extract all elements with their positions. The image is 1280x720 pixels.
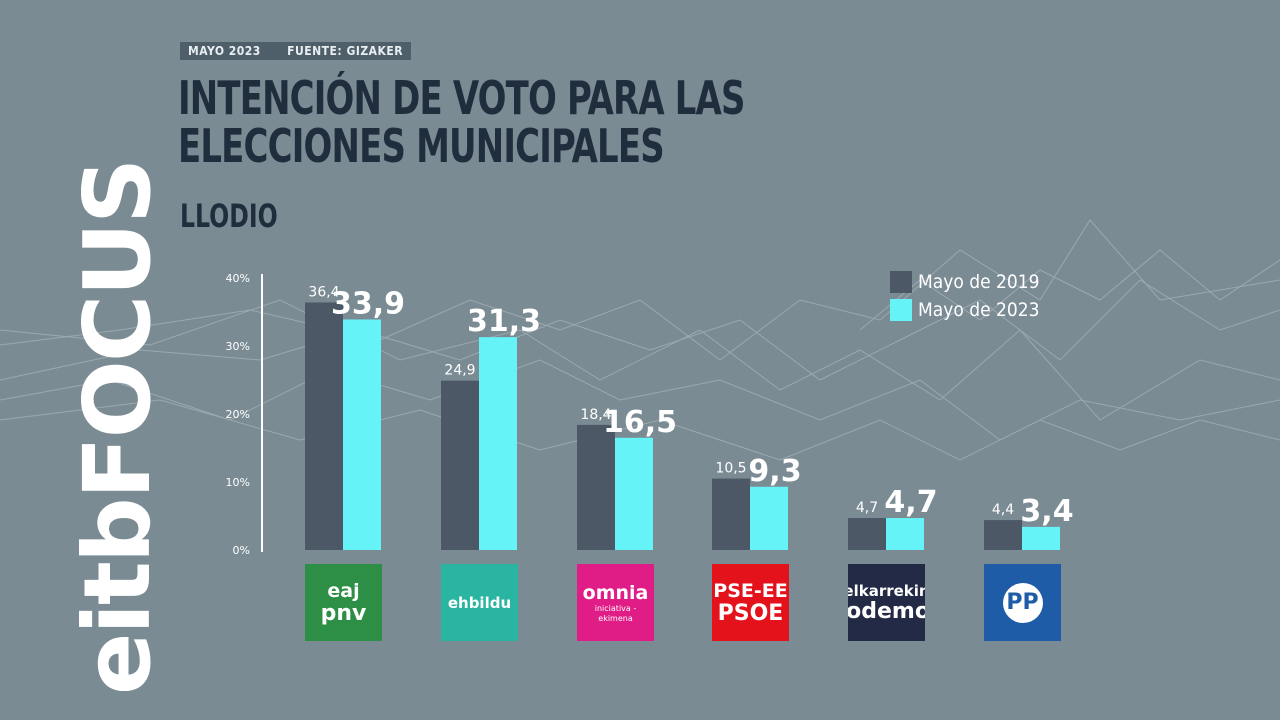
bar-2023 [1022,526,1060,550]
y-tick-label: 10% [226,476,250,489]
value-label-2019: 18,4 [580,407,611,423]
legend: Mayo de 2019 Mayo de 2023 [890,268,1040,324]
pp-logo-mark: PP [1002,582,1043,623]
party-logo-text: elkarrekin [848,581,925,600]
y-tick-label: 30% [226,340,250,353]
bar-2019 [984,520,1022,550]
bar-2023 [479,337,517,550]
bar-2023 [750,486,788,550]
party-logo-text: pnv [320,600,367,626]
party-logo-text: ehbildu [447,593,512,612]
value-label-2019: 4,7 [856,500,878,516]
y-tick-label: 20% [226,408,250,421]
legend-swatch-2019 [890,271,912,293]
header-tag: MAYO 2023 FUENTE: GIZAKER [180,42,412,60]
legend-label-2019: Mayo de 2019 [918,271,1040,293]
party-logo: PSE-EE PSOE [712,564,789,641]
value-label-2023: 33,9 [331,286,405,321]
bar-2023 [886,518,924,550]
page-subtitle: LLODIO [180,197,278,235]
bar-value-labels: 36,433,9 24,9 31,3 18,416,5 10,5 9,3 4,7 4,7 4,4… [308,284,1073,528]
y-axis: 0% 10% 20% 30% 40% [226,272,263,557]
value-label-2019: 4,4 [992,502,1014,518]
y-tick-label: 0% [233,544,250,557]
party-logo-text: eaj [327,579,360,602]
value-label-2023: 31,3 [467,304,541,339]
legend-label-2023: Mayo de 2023 [918,299,1040,321]
source-label: FUENTE: GIZAKER [287,44,404,58]
value-label-2023: 16,5 [603,405,677,440]
y-tick-label: 40% [226,272,250,285]
legend-swatch-2023 [890,299,912,321]
date-label: MAYO 2023 [188,44,261,58]
party-logo-text: PSE-EE [713,579,788,602]
legend-item-2023: Mayo de 2023 [890,296,1040,324]
party-logo-text: Podemos [848,598,925,624]
bar-2023 [343,319,381,550]
bar-2019 [577,424,615,550]
bar-2019 [712,478,750,550]
value-label-2019: 10,5 [715,461,746,477]
bar-2019 [441,380,479,550]
party-logo: ehbildu [441,564,518,641]
page-title: INTENCIÓN DE VOTO PARA LAS ELECCIONES MU… [178,71,745,173]
bar-2019 [305,302,343,550]
bars [305,302,1060,550]
party-logo: elkarrekinPodemos [848,564,925,641]
value-label-2023: 3,4 [1020,494,1073,529]
party-logo-text: omnia [582,581,649,604]
legend-item-2019: Mayo de 2019 [890,268,1040,296]
party-logo-text: PSOE [717,600,784,626]
value-label-2019: 36,4 [308,284,339,300]
value-label-2019: 24,9 [444,363,475,379]
bar-2023 [615,437,653,550]
value-label-2023: 4,7 [884,485,937,520]
party-logo: eaj pnv [305,564,382,641]
bar-2019 [848,518,886,550]
party-logo: omnia iniciativa - ekimena [577,564,654,641]
value-label-2023: 9,3 [748,454,801,489]
party-logo-text: iniciativa - ekimena [594,603,637,623]
party-logo: PP [984,564,1061,641]
